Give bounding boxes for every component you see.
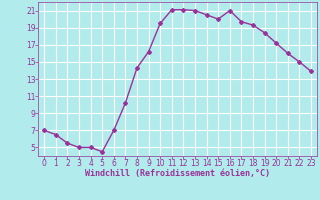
- X-axis label: Windchill (Refroidissement éolien,°C): Windchill (Refroidissement éolien,°C): [85, 169, 270, 178]
